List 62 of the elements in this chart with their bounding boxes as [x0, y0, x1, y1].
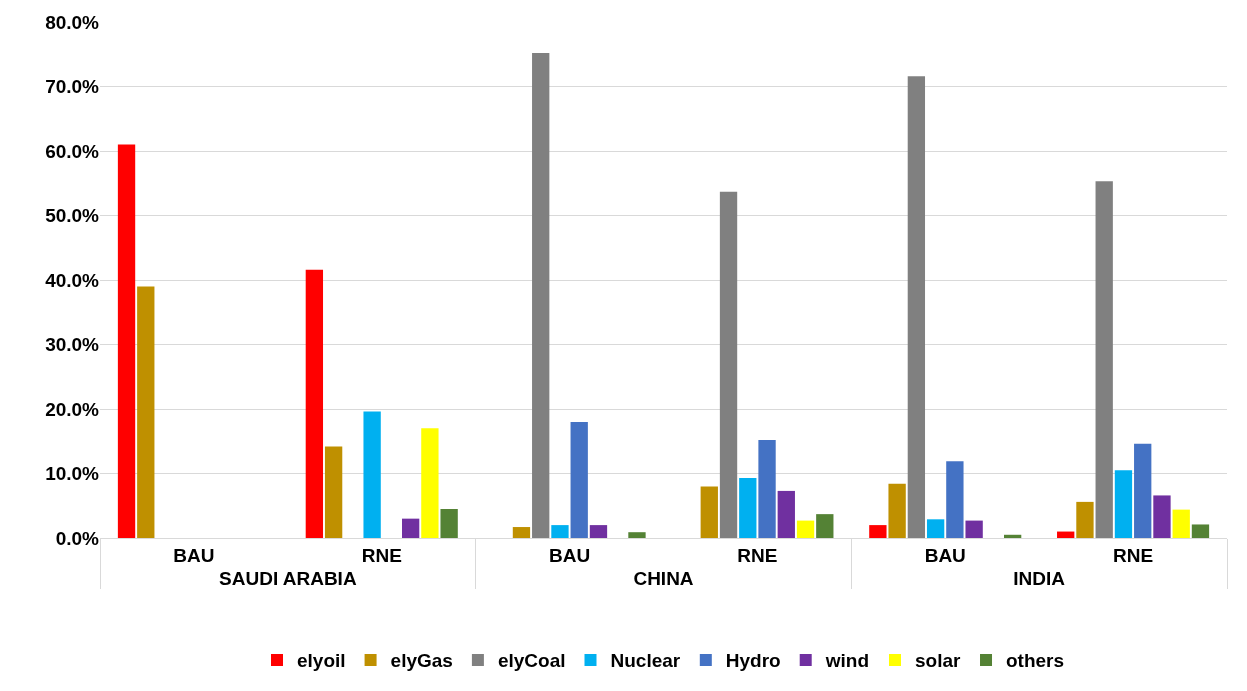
x-tick-label: BAU	[173, 544, 215, 566]
y-tick-label: 30.0%	[45, 334, 100, 356]
bar	[1095, 181, 1113, 538]
y-tick-label: 0.0%	[55, 527, 100, 549]
x-tick-label: BAU	[924, 544, 966, 566]
bar	[1003, 534, 1022, 538]
x-tick-label: RNE	[737, 544, 778, 566]
legend-label: solar	[914, 650, 962, 672]
bar	[1057, 531, 1075, 538]
legend-label: Hydro	[725, 650, 781, 672]
text: SAUDI ARABIA	[219, 567, 357, 589]
bar	[816, 514, 834, 538]
bar	[117, 144, 136, 538]
y-tick-label: 60.0%	[45, 140, 100, 162]
x-tick-label: BAU	[548, 544, 591, 566]
bar	[1076, 501, 1094, 538]
legend-label: Nuclear	[610, 650, 681, 672]
bar	[907, 76, 926, 538]
legend-label: elyGas	[390, 650, 453, 672]
bar	[758, 439, 776, 538]
y-tick-label: 50.0%	[45, 205, 100, 227]
y-tick-label: 70.0%	[45, 76, 100, 98]
bar	[512, 527, 531, 538]
legend-label: others	[1006, 650, 1065, 672]
bar	[1114, 470, 1133, 538]
bar	[946, 461, 964, 538]
bar	[869, 525, 887, 538]
bar	[305, 269, 324, 538]
x-tick-label: RNE	[361, 544, 402, 566]
bar	[1172, 509, 1190, 538]
bar	[570, 421, 588, 538]
bar	[796, 520, 815, 538]
bar	[1191, 524, 1210, 538]
text: CHINA	[633, 567, 694, 589]
y-tick-label: 80.0%	[45, 11, 100, 33]
text: INDIA	[1013, 567, 1066, 589]
bar	[324, 446, 343, 538]
bar	[739, 478, 757, 538]
y-tick-label: 40.0%	[45, 269, 100, 291]
y-tick-label: 20.0%	[45, 398, 100, 420]
bar	[137, 286, 155, 538]
bar	[1134, 443, 1152, 538]
bar	[719, 191, 738, 538]
bar	[888, 483, 906, 538]
bar	[532, 52, 550, 538]
bar	[589, 525, 608, 538]
bar	[421, 428, 439, 538]
bar	[551, 525, 569, 538]
x-tick-label: RNE	[1113, 544, 1154, 566]
bar	[965, 520, 983, 538]
legend-label: elyCoal	[497, 650, 566, 672]
bar	[401, 518, 420, 538]
bar	[700, 486, 718, 538]
legend-label: wind	[824, 650, 869, 672]
bar	[440, 508, 458, 538]
bar	[777, 490, 795, 538]
legend-label: elyoil	[297, 650, 346, 672]
bar	[926, 519, 945, 538]
y-tick-label: 10.0%	[45, 463, 100, 485]
bar	[1153, 495, 1171, 538]
bar	[628, 532, 646, 538]
bar	[363, 411, 381, 538]
